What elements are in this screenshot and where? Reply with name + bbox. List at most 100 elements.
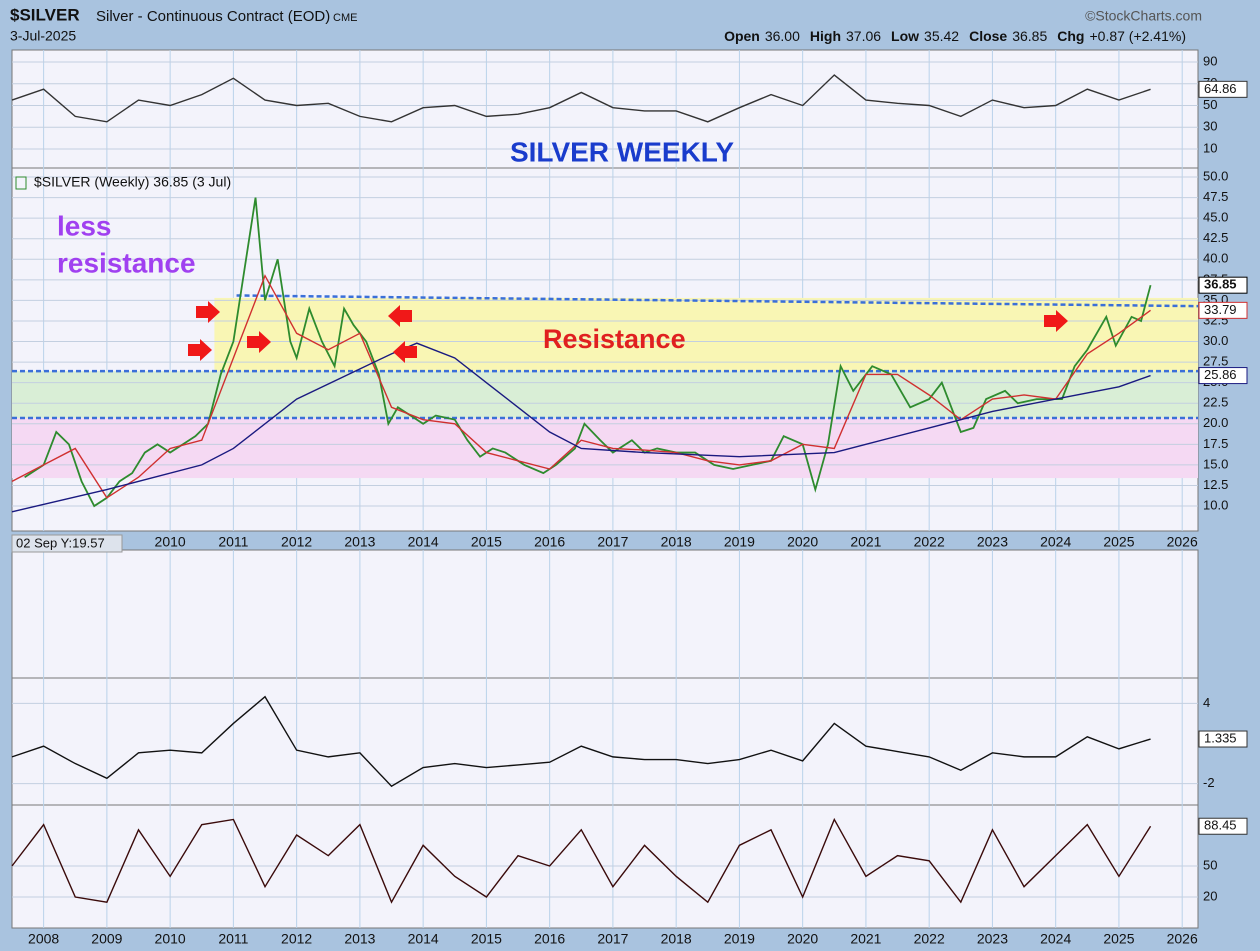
band — [214, 297, 1199, 372]
exchange: CME — [333, 12, 357, 24]
y-tick-label: 30.0 — [1203, 333, 1228, 348]
quote-value: 37.06 — [846, 28, 881, 44]
y-tick-label: -2 — [1203, 775, 1215, 790]
series-line — [11, 817, 1152, 904]
value-box — [1198, 276, 1248, 294]
y-tick-label: 90 — [1203, 53, 1217, 68]
x-tick-label: 2012 — [281, 931, 312, 947]
value-box-label: 36.85 — [1204, 277, 1237, 292]
x-tick-label: 2014 — [408, 931, 439, 947]
annotation: resistance — [57, 247, 196, 278]
x-tick-label: 2016 — [534, 534, 565, 550]
x-tick-label: 2020 — [787, 534, 818, 550]
x-tick-label: 2018 — [661, 534, 692, 550]
x-tick-label: 2020 — [787, 931, 818, 947]
y-tick-label: 20 — [1203, 888, 1217, 903]
cursor-label: 02 Sep Y:19.57 — [16, 535, 105, 550]
quote-value: 36.00 — [765, 28, 800, 44]
annotation: Resistance — [543, 324, 686, 354]
x-tick-label: 2017 — [597, 534, 628, 550]
panel — [11, 677, 1199, 806]
x-tick-label: 2010 — [155, 931, 186, 947]
x-tick-label: 2021 — [850, 534, 881, 550]
quote-value: 35.42 — [924, 28, 959, 44]
x-tick-label: 2024 — [1040, 534, 1071, 550]
value-box-label: 64.86 — [1204, 81, 1237, 96]
panel — [11, 549, 1199, 679]
legend: $SILVER (Weekly) 36.85 (3 Jul) — [34, 174, 231, 190]
y-tick-label: 42.5 — [1203, 230, 1228, 245]
quote: Open 36.00 High 37.06 Low 35.42 Close 36.85 Chg +… — [724, 28, 1186, 44]
x-tick-label: 2014 — [408, 534, 439, 550]
value-box — [1198, 301, 1248, 319]
y-tick-label: 4 — [1203, 695, 1210, 710]
series-line — [11, 695, 1151, 788]
value-box — [1198, 817, 1248, 835]
value-box — [1198, 730, 1248, 748]
annotation: SILVER WEEKLY — [510, 136, 734, 167]
description: Silver - Continuous Contract (EOD) — [96, 8, 330, 25]
y-tick-label: 10 — [1203, 140, 1217, 155]
y-tick-label: 40.0 — [1203, 251, 1228, 266]
x-tick-label: 2015 — [471, 534, 502, 550]
x-tick-label: 2013 — [344, 534, 375, 550]
quote-label: Close — [969, 28, 1007, 44]
value-box-label: 1.335 — [1204, 730, 1237, 745]
band — [12, 418, 1198, 479]
level-line — [236, 294, 1199, 308]
x-tick-label: 2018 — [661, 931, 692, 947]
annotation: less — [57, 210, 112, 241]
quote-label: Low — [891, 28, 919, 44]
value-box — [1198, 80, 1248, 98]
y-tick-label: 27.5 — [1203, 354, 1228, 369]
x-tick-label: 2022 — [914, 931, 945, 947]
x-tick-label: 2011 — [218, 931, 248, 947]
x-tick-label: 2011 — [218, 534, 248, 550]
y-tick-label: 12.5 — [1203, 477, 1228, 492]
x-tick-label: 2025 — [1103, 931, 1134, 947]
y-tick-label: 15.0 — [1203, 456, 1228, 471]
x-tick-label: 2022 — [914, 534, 945, 550]
value-box-label: 33.79 — [1204, 302, 1237, 317]
x-tick-label: 2009 — [91, 931, 122, 947]
y-tick-label: 20.0 — [1203, 415, 1228, 430]
y-tick-label: 50.0 — [1203, 168, 1228, 183]
x-tick-label: 2023 — [977, 534, 1008, 550]
x-tick-label: 2017 — [597, 931, 628, 947]
x-tick-label: 2008 — [28, 931, 59, 947]
value-box-label: 25.86 — [1204, 367, 1237, 382]
legend-icon — [15, 176, 27, 190]
x-tick-label: 2019 — [724, 931, 755, 947]
x-tick-label: 2013 — [344, 931, 375, 947]
value-box — [1198, 367, 1248, 385]
band — [12, 371, 1198, 419]
x-tick-label: 2026 — [1167, 534, 1198, 550]
cursor-box — [11, 534, 123, 553]
panel — [11, 49, 1199, 169]
quote-value: +0.87 (+2.41%) — [1089, 28, 1186, 44]
y-tick-label: 22.5 — [1203, 395, 1228, 410]
source: ©StockCharts.com — [1085, 8, 1202, 24]
y-tick-label: 50 — [1203, 857, 1217, 872]
series-line — [24, 197, 1152, 508]
symbol: $SILVER — [10, 5, 80, 24]
y-tick-label: 30 — [1203, 119, 1217, 134]
x-tick-label: 2015 — [471, 931, 502, 947]
x-tick-label: 2016 — [534, 931, 565, 947]
y-tick-label: 50 — [1203, 97, 1217, 112]
series-line — [11, 342, 1151, 513]
y-tick-label: 17.5 — [1203, 436, 1228, 451]
quote-value: 36.85 — [1012, 28, 1047, 44]
quote-label: High — [810, 28, 841, 44]
x-tick-label: 2012 — [281, 534, 312, 550]
date: 3-Jul-2025 — [10, 28, 76, 44]
x-tick-label: 2025 — [1103, 534, 1134, 550]
value-box-label: 88.45 — [1204, 818, 1237, 833]
x-tick-label: 2010 — [155, 534, 186, 550]
x-tick-label: 2023 — [977, 931, 1008, 947]
x-tick-label: 2026 — [1167, 931, 1198, 947]
series-line — [11, 74, 1151, 123]
quote-label: Chg — [1057, 28, 1084, 44]
